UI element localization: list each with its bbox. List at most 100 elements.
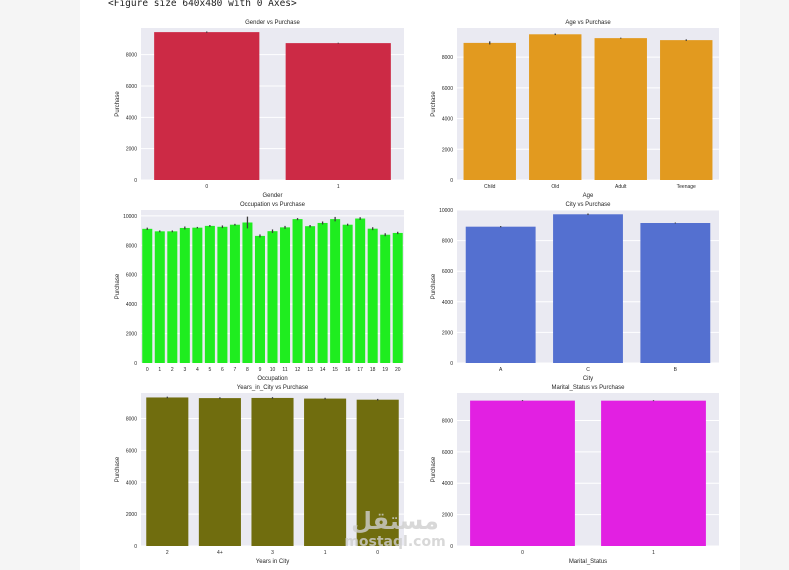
- x-tick-label: 18: [370, 367, 376, 373]
- watermark: مستقل mostaql.com: [340, 508, 450, 550]
- bar: [342, 224, 353, 363]
- x-tick-label: 0: [521, 550, 524, 556]
- bar: [146, 397, 189, 546]
- cell-output-text: <Figure size 640x480 with 0 Axes>: [108, 0, 297, 9]
- y-tick-label: 2000: [126, 512, 137, 518]
- y-axis-label: Purchase: [115, 273, 121, 299]
- y-tick-label: 6000: [126, 273, 137, 279]
- x-tick-label: C: [586, 367, 590, 373]
- bar: [356, 399, 399, 546]
- right-scroll-area: [740, 0, 789, 570]
- y-tick-label: 4000: [442, 117, 453, 123]
- bar: [355, 218, 366, 363]
- chart-title: Years_in_City vs Purchase: [237, 385, 309, 391]
- bar: [280, 227, 291, 363]
- x-tick-label: 1: [652, 550, 655, 556]
- bar: [317, 222, 328, 363]
- bar: [267, 231, 278, 363]
- bar: [254, 235, 265, 363]
- x-tick-label: B: [674, 367, 678, 373]
- x-tick-label: 20: [395, 367, 401, 373]
- y-tick-label: 8000: [442, 55, 453, 61]
- bar: [594, 38, 647, 181]
- x-tick-label: 1: [324, 550, 327, 556]
- bar: [463, 42, 516, 180]
- y-tick-label: 2000: [126, 147, 137, 153]
- bar: [465, 226, 536, 363]
- y-tick-label: 4000: [442, 300, 453, 306]
- bar: [367, 228, 378, 363]
- bar: [179, 227, 190, 363]
- y-axis-label: Purchase: [431, 273, 437, 299]
- bar: [285, 43, 391, 181]
- y-axis-label: Purchase: [115, 91, 121, 117]
- x-axis-label: City: [583, 376, 593, 382]
- bar: [640, 223, 711, 363]
- x-tick-label: 17: [357, 367, 363, 373]
- x-tick-label: 16: [345, 367, 351, 373]
- x-tick-label: 12: [295, 367, 301, 373]
- x-axis-label: Marital_Status: [569, 559, 607, 565]
- y-tick-label: 10000: [439, 208, 453, 214]
- y-tick-label: 0: [450, 544, 453, 550]
- chart-title: Age vs Purchase: [565, 20, 611, 26]
- y-tick-label: 8000: [126, 53, 137, 59]
- watermark-latin: mostaql.com: [344, 534, 446, 550]
- y-tick-label: 2000: [442, 147, 453, 153]
- y-tick-label: 6000: [442, 86, 453, 92]
- bar: [192, 227, 203, 363]
- y-tick-label: 0: [450, 361, 453, 367]
- x-tick-label: 4: [196, 367, 199, 373]
- x-tick-label: Adult: [615, 184, 627, 190]
- watermark-arabic: مستقل: [351, 507, 439, 535]
- bar: [470, 400, 575, 546]
- x-tick-label: 0: [376, 550, 379, 556]
- x-tick-label: 5: [208, 367, 211, 373]
- x-tick-label: 14: [320, 367, 326, 373]
- bar: [553, 214, 623, 363]
- y-axis-label: Purchase: [115, 456, 121, 482]
- bar: [305, 226, 316, 363]
- bar: [330, 219, 341, 363]
- x-tick-label: Old: [551, 184, 559, 190]
- y-tick-label: 0: [134, 178, 137, 184]
- bar: [229, 224, 240, 363]
- y-tick-label: 6000: [442, 269, 453, 275]
- y-tick-label: 0: [134, 361, 137, 367]
- y-axis-label: Purchase: [431, 456, 437, 482]
- bar: [198, 398, 241, 546]
- chart-title: Gender vs Purchase: [245, 20, 300, 26]
- y-tick-label: 4000: [126, 480, 137, 486]
- x-axis-label: Years in City: [256, 559, 289, 565]
- bar: [292, 219, 303, 363]
- bar: [529, 34, 582, 180]
- y-tick-label: 6000: [442, 450, 453, 456]
- y-tick-label: 8000: [126, 417, 137, 423]
- bar: [392, 232, 403, 363]
- bar: [154, 32, 260, 180]
- x-tick-label: 7: [234, 367, 237, 373]
- bar: [217, 226, 228, 363]
- x-axis-label: Occupation: [257, 376, 287, 382]
- x-tick-label: 10: [270, 367, 276, 373]
- x-tick-label: 6: [221, 367, 224, 373]
- bar: [251, 397, 294, 546]
- x-tick-label: Child: [484, 184, 496, 190]
- x-tick-label: Teenage: [677, 184, 696, 190]
- x-axis-label: Gender: [262, 193, 282, 199]
- bar: [660, 40, 713, 181]
- bar: [304, 398, 347, 546]
- x-tick-label: 3: [183, 367, 186, 373]
- y-tick-label: 4000: [126, 115, 137, 121]
- x-tick-label: 1: [158, 367, 161, 373]
- x-tick-label: 2: [171, 367, 174, 373]
- bar: [601, 400, 706, 546]
- x-tick-label: 13: [307, 367, 313, 373]
- bar: [167, 231, 178, 363]
- y-tick-label: 8000: [442, 239, 453, 245]
- y-tick-label: 2000: [442, 513, 453, 519]
- y-tick-label: 4000: [442, 481, 453, 487]
